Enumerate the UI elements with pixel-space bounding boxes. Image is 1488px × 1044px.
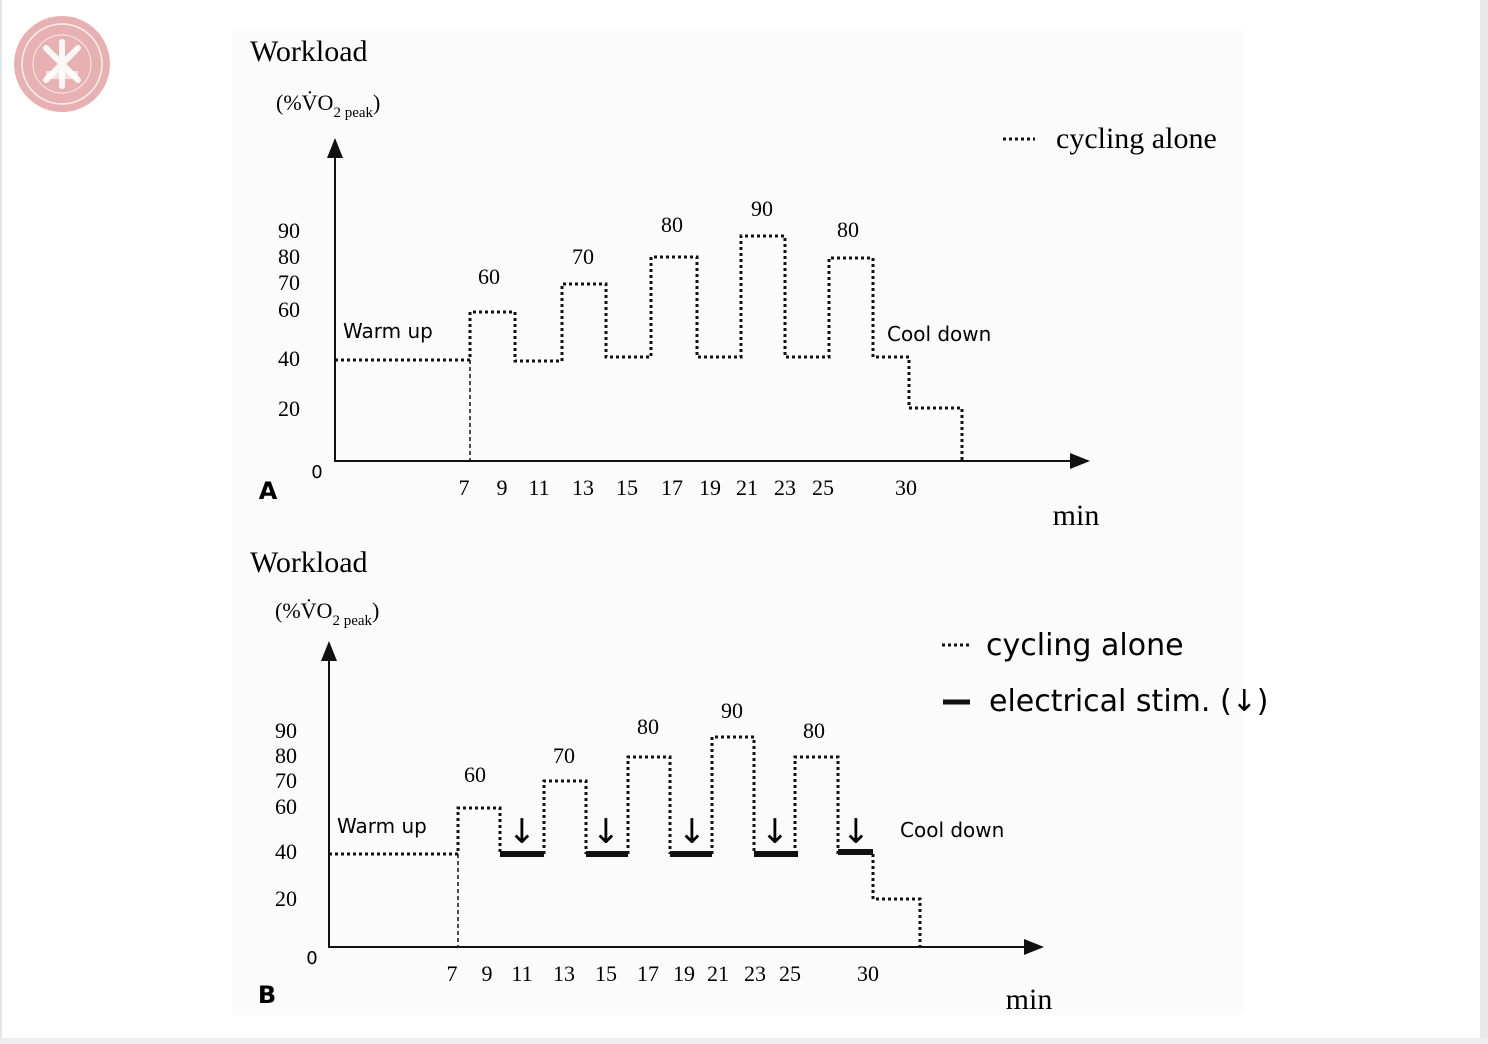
panel-b-workload-profile [329, 735, 922, 948]
panel-a-y-tick: 60 [278, 297, 300, 322]
panel-a-workload-profile [335, 234, 964, 462]
panel-a-x-tick: 15 [616, 475, 638, 500]
panel-a-x-tick: 25 [812, 475, 834, 500]
panel-a-x-tick: 13 [572, 475, 594, 500]
panel-a-peak-label: 80 [837, 217, 859, 242]
panel-b-workload-title: Workload [250, 546, 368, 579]
panel-b-letter: B [258, 981, 276, 1009]
panel-b-peak-label: 80 [803, 718, 825, 743]
frame-bottom-edge [0, 1038, 1488, 1044]
panel-b-x-tick: 9 [482, 961, 493, 986]
panel-b-stim-arrow-icon: ↓ [508, 812, 537, 852]
panel-a-legend-cycling-label: cycling alone [1056, 122, 1217, 155]
frame-right-scrollbar [1480, 0, 1488, 1044]
panel-a-unit-label: (%V̇O2 peak) [276, 90, 380, 121]
frame-left-edge [0, 0, 2, 1044]
panel-a-x-tick: 9 [497, 475, 508, 500]
panel-b-legend-cycling-label: cycling alone [986, 628, 1184, 663]
panel-b-x-tick: 30 [857, 961, 879, 986]
panel-b-peak-label: 90 [721, 698, 743, 723]
panel-b-peak-label: 70 [553, 743, 575, 768]
panel-b-legend-stim-label: electrical stim. (↓) [989, 684, 1269, 719]
panel-b-y-tick: 60 [275, 794, 297, 819]
panel-b-warmup-label: Warm up [337, 814, 427, 838]
panel-a-x-tick: 23 [774, 475, 796, 500]
panel-b-x-tick: 13 [553, 961, 575, 986]
panel-b-x-tick: 25 [779, 961, 801, 986]
panel-b-x-tick: 15 [595, 961, 617, 986]
panel-a-warmup-label: Warm up [343, 319, 433, 343]
panel-a-x-tick: 19 [699, 475, 721, 500]
panel-b-x-tick: 23 [744, 961, 766, 986]
panel-a-y-tick: 20 [278, 396, 300, 421]
panel-a-cooldown-label: Cool down [887, 322, 991, 346]
figure-background [232, 30, 1244, 1015]
panel-b-x-tick: 11 [511, 961, 532, 986]
panel-b-unit-label: (%V̇O2 peak) [275, 598, 379, 629]
panel-a-x-tick: 30 [895, 475, 917, 500]
panel-b-origin: 0 [306, 948, 317, 969]
panel-b-stim-arrow-icon: ↓ [678, 812, 707, 852]
panel-b-stim-arrow-icon: ↓ [761, 812, 790, 852]
panel-a-peak-label: 70 [572, 244, 594, 269]
panel-a-y-tick: 70 [278, 270, 300, 295]
panel-a-peak-label: 80 [661, 212, 683, 237]
panel-a-x-tick: 7 [459, 475, 470, 500]
panel-b: Workload (%V̇O2 peak) 90 80 70 60 40 20 … [250, 546, 1269, 1016]
panel-b-peak-label: 60 [464, 762, 486, 787]
panel-a-x-tick: 21 [736, 475, 758, 500]
panel-a-y-tick: 90 [278, 218, 300, 243]
panel-b-y-tick: 40 [275, 839, 297, 864]
panel-b-x-tick: 21 [707, 961, 729, 986]
panel-b-peak-label: 80 [637, 714, 659, 739]
panel-a-letter: A [259, 477, 278, 505]
panel-b-x-tick: 17 [637, 961, 659, 986]
panel-a-y-tick: 80 [278, 244, 300, 269]
panel-a-x-unit: min [1053, 499, 1100, 532]
panel-b-y-tick: 80 [275, 743, 297, 768]
panel-b-x-tick: 7 [447, 961, 458, 986]
panel-a-workload-title: Workload [250, 35, 368, 68]
panel-b-y-tick: 70 [275, 768, 297, 793]
panel-b-stim-arrow-icon: ↓ [592, 812, 621, 852]
panel-a: Workload (%V̇O2 peak) 90 80 70 60 40 20 … [250, 35, 1217, 532]
panel-a-y-tick: 40 [278, 346, 300, 371]
panel-b-x-unit: min [1006, 983, 1053, 1016]
panel-a-origin: 0 [311, 462, 322, 483]
panel-a-peak-label: 60 [478, 264, 500, 289]
panel-b-cooldown-label: Cool down [900, 818, 1004, 842]
panel-b-y-tick: 20 [275, 886, 297, 911]
panel-a-x-tick: 11 [528, 475, 549, 500]
seal-logo-icon [14, 16, 110, 112]
panel-a-x-tick: 17 [661, 475, 683, 500]
panel-b-x-tick: 19 [673, 961, 695, 986]
panel-b-y-tick: 90 [275, 718, 297, 743]
panel-b-stim-arrow-icon: ↓ [842, 812, 871, 852]
panel-a-peak-label: 90 [751, 196, 773, 221]
